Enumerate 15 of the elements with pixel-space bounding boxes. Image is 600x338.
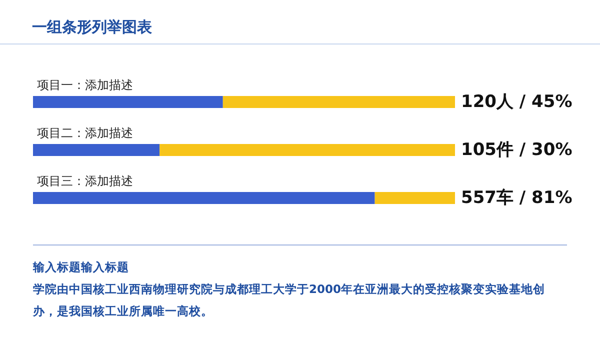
bar xyxy=(33,96,223,108)
bar xyxy=(374,192,455,204)
bar xyxy=(222,96,455,108)
y-tick-label: 项目一：添加描述 xyxy=(37,78,133,92)
bar xyxy=(33,144,160,156)
data-label: 120人 / 45% xyxy=(461,92,572,112)
text: 学院由中国核工业西南物理研究院与成都理工大学于2000年在亚洲最大的受控核聚变实验基地创办，是我国核工业所属唯一高校。 xyxy=(32,282,546,318)
data-label: 105件 / 30% xyxy=(461,140,572,160)
bar xyxy=(33,192,375,204)
chart-title: 一组条形列举图表 xyxy=(32,18,153,36)
y-tick-label: 项目二：添加描述 xyxy=(37,126,133,140)
y-tick-label: 项目三：添加描述 xyxy=(37,174,133,188)
text: 输入标题输入标题 xyxy=(32,260,129,274)
data-label: 557车 / 81% xyxy=(461,188,572,208)
bar xyxy=(160,144,455,156)
